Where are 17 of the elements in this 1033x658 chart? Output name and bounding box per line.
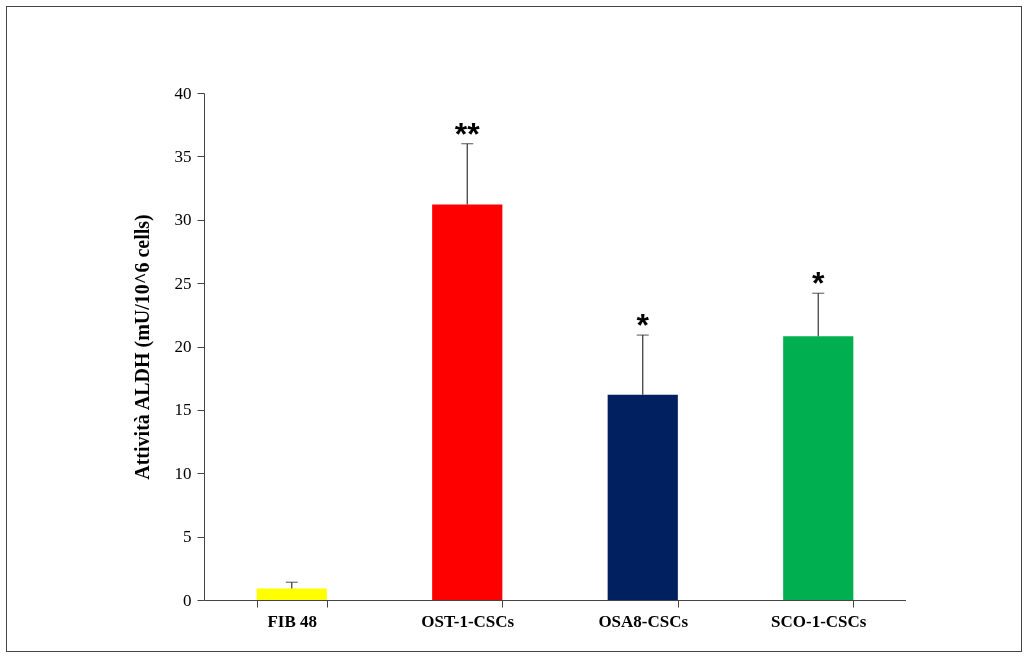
x-tick-label: FIB 48 <box>267 611 318 631</box>
y-tick-label: 25 <box>174 273 192 293</box>
annotation: ** <box>454 115 481 152</box>
y-tick-label: 20 <box>174 337 192 356</box>
y-tick-label: 5 <box>183 527 192 547</box>
y-axis-title: Attività ALDH (mU/10^6 cells) <box>130 214 154 480</box>
x-tick-label: OST-1-CSCs <box>421 611 515 631</box>
y-tick-label: 35 <box>174 146 192 166</box>
y-tick-label: 10 <box>174 463 192 483</box>
x-tick-label: OSA8-CSCs <box>598 611 689 631</box>
annotation: * <box>812 265 826 302</box>
y-tick-label: 30 <box>174 210 192 230</box>
y-tick-label: 0 <box>183 590 192 610</box>
y-tick-label: 15 <box>174 400 192 420</box>
annotation: * <box>636 307 650 344</box>
x-tick-label: SCO-1-CSCs <box>771 611 867 631</box>
y-tick-label: 40 <box>174 83 192 103</box>
